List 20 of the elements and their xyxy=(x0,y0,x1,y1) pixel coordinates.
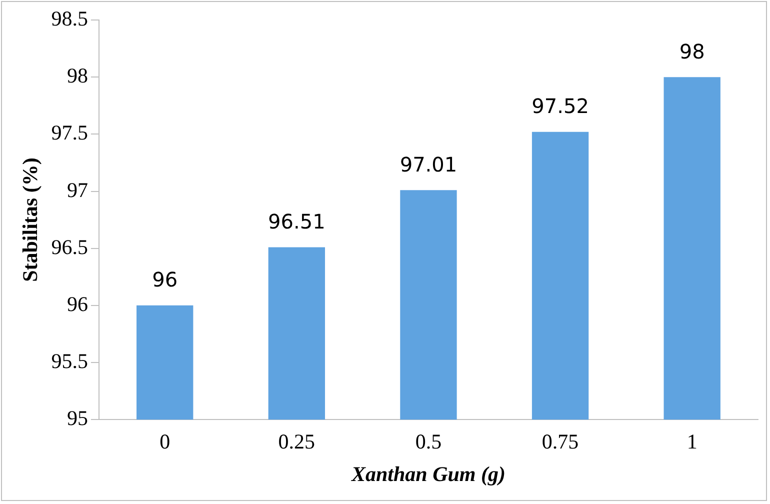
data-label: 96 xyxy=(152,268,178,292)
data-label: 96.51 xyxy=(268,209,326,234)
y-tick-label: 95.5 xyxy=(51,349,88,374)
y-tick-label: 95 xyxy=(66,406,88,430)
data-label: 97.52 xyxy=(532,94,589,118)
x-tick-label: 0.25 xyxy=(278,430,316,454)
y-tick-label: 98.5 xyxy=(51,6,88,31)
y-tick-label: 97.5 xyxy=(51,120,88,145)
x-tick-label: 0.75 xyxy=(542,430,579,454)
x-axis-title: Xanthan Gum (g) xyxy=(350,462,506,486)
y-tick-label: 97 xyxy=(66,178,88,202)
x-tick-label: 0 xyxy=(160,430,170,454)
y-tick-label: 96 xyxy=(66,292,88,316)
y-tick-label: 96.5 xyxy=(51,234,88,259)
x-tick-label: 0.5 xyxy=(415,430,442,454)
x-tick-label: 1 xyxy=(686,430,698,454)
data-label: 97.01 xyxy=(400,152,458,176)
y-tick-label: 98 xyxy=(66,64,88,88)
y-axis-title: Stabilitas (%) xyxy=(18,158,42,282)
data-label: 98 xyxy=(679,39,705,64)
